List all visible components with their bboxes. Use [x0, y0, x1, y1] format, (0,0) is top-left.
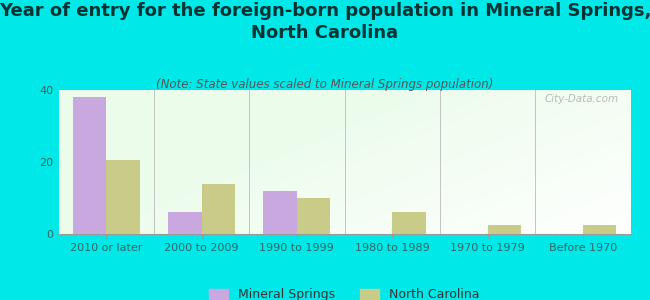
Text: City-Data.com: City-Data.com — [545, 94, 619, 104]
Bar — [392, 212, 426, 234]
Bar — [168, 212, 202, 234]
Bar — [583, 225, 616, 234]
Bar — [73, 97, 106, 234]
Bar — [263, 191, 297, 234]
Legend: Mineral Springs, North Carolina: Mineral Springs, North Carolina — [205, 284, 484, 300]
Bar — [202, 184, 235, 234]
Bar — [488, 225, 521, 234]
Bar — [106, 160, 140, 234]
Text: (Note: State values scaled to Mineral Springs population): (Note: State values scaled to Mineral Sp… — [156, 78, 494, 91]
Bar — [297, 198, 330, 234]
Text: Year of entry for the foreign-born population in Mineral Springs,
North Carolina: Year of entry for the foreign-born popul… — [0, 2, 650, 42]
